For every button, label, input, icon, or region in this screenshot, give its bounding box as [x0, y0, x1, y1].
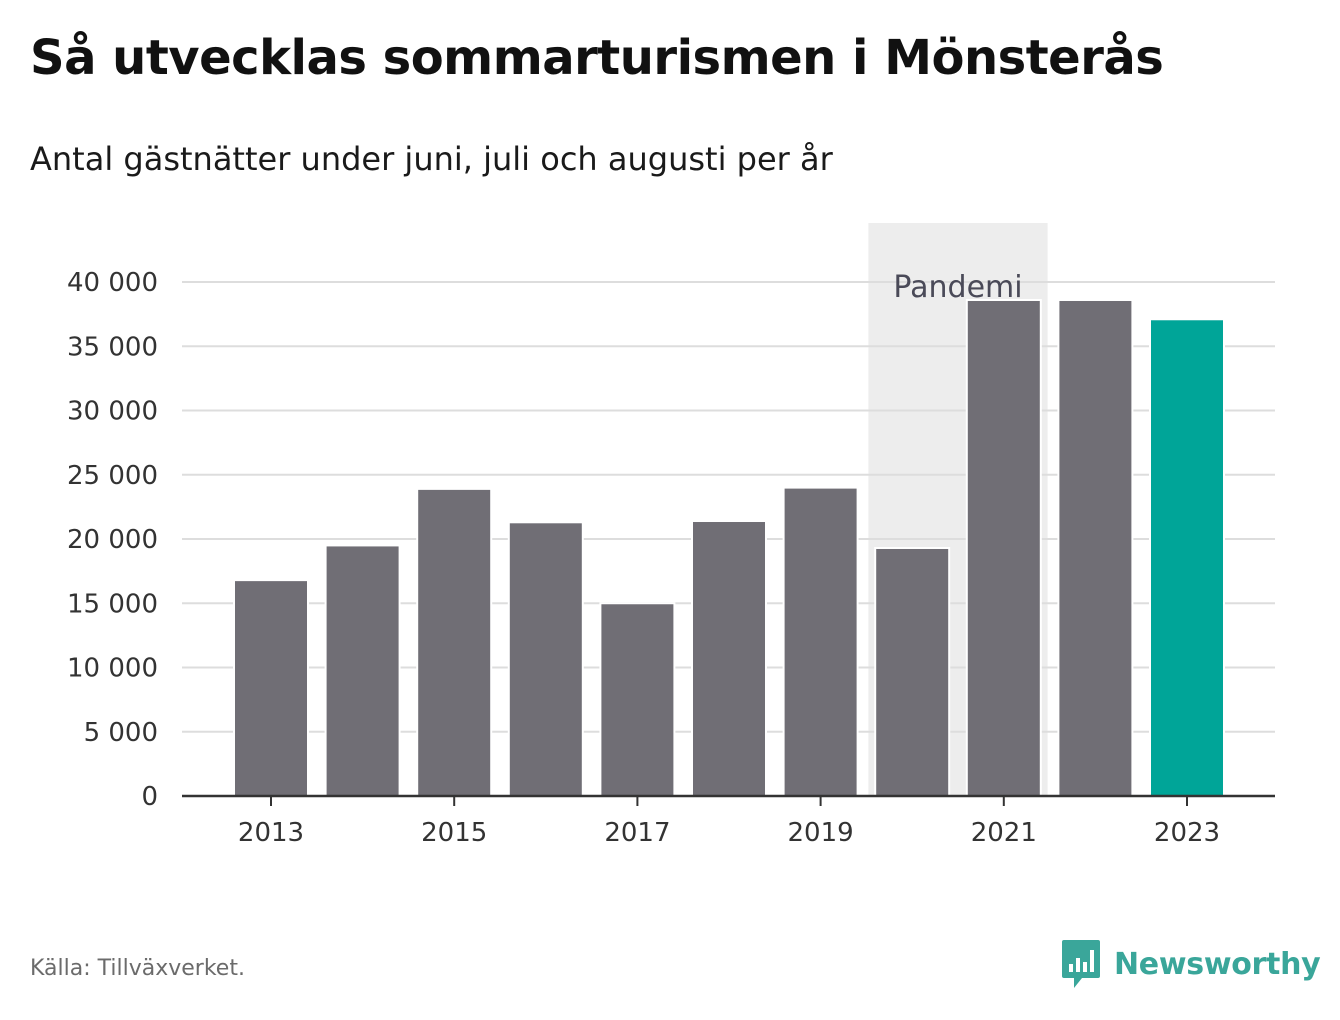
- brand-logo[interactable]: Newsworthy: [1060, 938, 1321, 990]
- bar-2014: [324, 544, 401, 797]
- labels-layer: 0 5 000 10 000 15 000 20 000 25 000 30 000 35 0…: [67, 268, 1220, 848]
- bar-chart-speech-bubble-icon: [1062, 940, 1100, 988]
- source-note: Källa: Tillväxverket.: [30, 956, 245, 981]
- bar-2018: [691, 520, 767, 797]
- x-tick-label: 2023: [1154, 818, 1220, 848]
- brand-name: Newsworthy: [1114, 946, 1321, 982]
- axis-layer: [182, 794, 1275, 806]
- bar-2022: [1057, 298, 1134, 797]
- y-tick-label: 15 000: [67, 589, 158, 619]
- y-tick-label: 35 000: [67, 332, 158, 362]
- pandemic-label: Pandemi: [893, 270, 1022, 305]
- x-tick-label: 2013: [238, 818, 304, 848]
- bar-2017: [599, 602, 676, 797]
- bar-chart: 0 5 000 10 000 15 000 20 000 25 000 30 000 35 0…: [67, 223, 1275, 848]
- bar-2020: [874, 546, 951, 797]
- x-tick-label: 2017: [604, 818, 670, 848]
- x-tick-label: 2019: [788, 818, 854, 848]
- y-tick-label: 20 000: [67, 525, 158, 555]
- y-tick-label: 30 000: [67, 397, 158, 427]
- y-tick-label: 5 000: [84, 718, 158, 748]
- x-tick-label: 2015: [421, 818, 487, 848]
- bar-2016: [507, 521, 584, 797]
- x-tick-label: 2021: [971, 818, 1037, 848]
- chart-title: Så utvecklas sommarturismen i Mönsterås: [30, 30, 1164, 86]
- y-tick-label: 10 000: [67, 654, 158, 684]
- bars-layer: [233, 298, 1225, 797]
- bar-2023: [1149, 318, 1225, 797]
- y-tick-label: 25 000: [67, 461, 158, 491]
- chart-subtitle: Antal gästnätter under juni, juli och au…: [30, 140, 833, 178]
- bar-2021: [965, 298, 1042, 797]
- bar-2019: [782, 486, 859, 797]
- bar-2013: [233, 579, 309, 797]
- y-tick-label: 0: [141, 782, 158, 812]
- bar-2015: [416, 487, 493, 797]
- y-tick-label: 40 000: [67, 268, 158, 298]
